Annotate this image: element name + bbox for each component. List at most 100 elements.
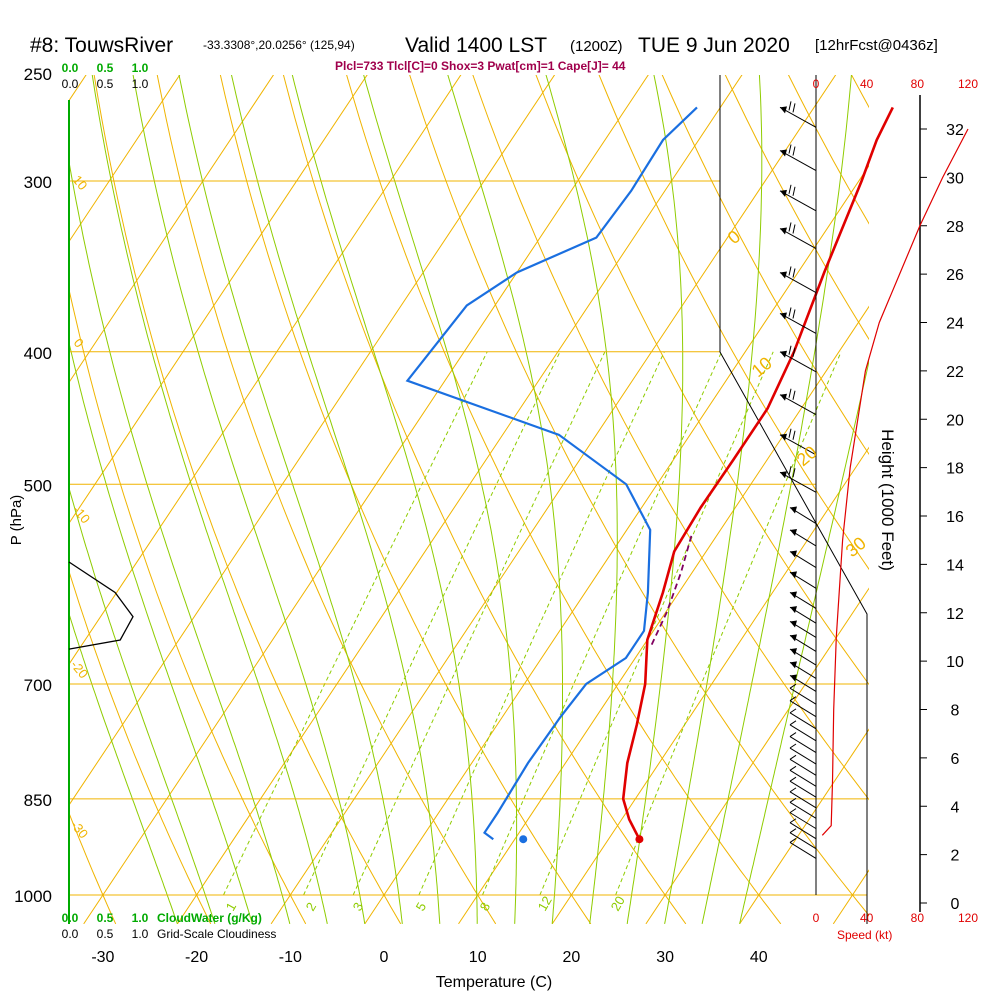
dry-adiabat-line <box>346 75 782 924</box>
height-tick-label: 26 <box>946 267 964 284</box>
temperature-tick-label: 0 <box>380 949 389 966</box>
pressure-tick-label: 300 <box>24 173 52 192</box>
cloudiness-line <box>68 561 134 650</box>
wind-barb-flag <box>780 471 787 479</box>
wind-barb-flag <box>790 506 797 514</box>
mixing-ratio-line <box>539 351 774 896</box>
isotherm-line <box>645 587 869 924</box>
station-coords: -33.3308°,20.0256° (125,94) <box>203 38 355 52</box>
wind-barb-flag <box>780 227 787 235</box>
moist-adiabat-line <box>739 359 869 924</box>
mixing-ratio-line <box>352 351 606 896</box>
x-axis-label: Temperature (C) <box>436 974 552 991</box>
dry-adiabat-line <box>409 75 869 917</box>
height-tick-label: 18 <box>946 461 964 478</box>
dry-adiabats <box>69 73 1000 924</box>
dewpoint-line <box>405 106 698 841</box>
moist-adiabat-line <box>545 75 618 924</box>
wind-barb-staff <box>779 394 817 416</box>
wind-barb-feather <box>789 818 797 824</box>
height-tick-label: 16 <box>946 509 964 526</box>
surface-dewpoint-dot <box>519 835 528 844</box>
wind-barb-staff <box>779 351 817 373</box>
cloudiness-label: Grid-Scale Cloudiness <box>157 927 276 941</box>
dry-adiabat-line <box>977 73 1000 924</box>
wind-barb-staff <box>779 190 817 212</box>
pressure-tick-label: 400 <box>24 344 52 363</box>
moist-adiabat-line <box>69 159 291 924</box>
speed-tick-label: 120 <box>958 911 978 925</box>
wind-barb-feather <box>789 708 797 714</box>
wind-barb-feather <box>792 347 796 357</box>
dry-adiabat-line <box>472 75 869 801</box>
height-tick-label: 14 <box>946 557 964 574</box>
wind-barb-flag <box>780 433 787 441</box>
wind-barb-flag <box>790 528 797 536</box>
moist-adiabat-line <box>664 75 763 924</box>
mixing-ratio-line <box>223 351 488 896</box>
isotherm-line <box>69 75 181 243</box>
pressure-tick-label: 250 <box>24 65 52 84</box>
wind-barb-staff <box>779 106 817 128</box>
valid-zulu: (1200Z) <box>570 38 623 55</box>
speed-tick-label: 80 <box>911 77 925 91</box>
wind-barb-staff <box>789 700 817 718</box>
height-tick-label: 4 <box>951 799 960 816</box>
wind-barb-feather <box>792 268 796 278</box>
wind-barb-staff <box>789 832 817 850</box>
wind-barb-feather <box>788 466 792 476</box>
cloud-tick-label: 0.0 <box>62 77 79 91</box>
temperature-axis: -30 -20 -10 0 10 20 30 40 <box>91 949 767 966</box>
wind-barb-staff <box>789 712 817 730</box>
mixing-ratio-label: 20 <box>608 893 628 913</box>
wind-barb-flag <box>790 571 797 579</box>
wind-barb-flag <box>780 312 787 320</box>
temperature-tick-label: 40 <box>750 949 768 966</box>
wind-barb-flag <box>780 350 787 358</box>
cloud-tick-label: 0.5 <box>97 927 114 941</box>
wind-barb-staff <box>789 842 817 859</box>
wind-barb-staff <box>789 791 817 809</box>
speed-tick-label: 40 <box>860 911 874 925</box>
moist-adiabat-line <box>626 75 684 924</box>
moist-adiabat-line <box>178 75 403 924</box>
wind-barb-staff <box>789 687 817 705</box>
temperature-tick-label: -10 <box>279 949 302 966</box>
wind-barb-feather <box>789 720 797 726</box>
moist-adiabat-line <box>91 75 328 924</box>
height-tick-label: 10 <box>946 654 964 671</box>
dry-adiabat-line <box>598 75 869 571</box>
moist-adiabat-line <box>291 75 478 924</box>
wind-speed-curve <box>821 128 969 836</box>
dry-adiabat-line <box>219 75 592 924</box>
moist-adiabat-line <box>69 612 178 924</box>
temperature-tick-label: 10 <box>469 949 487 966</box>
isotherms <box>69 75 869 924</box>
wind-barb-feather <box>792 390 796 400</box>
wind-barb-feather <box>788 428 792 438</box>
height-axis-label: Height (1000 Feet) <box>878 429 897 571</box>
isotherm-line <box>83 75 649 924</box>
wind-barb-feather <box>792 309 796 319</box>
wind-barb-staff <box>789 822 817 840</box>
height-tick-label: 6 <box>951 751 960 768</box>
speed-tick-label: 0 <box>813 77 820 91</box>
cloud-tick-label: 1.0 <box>132 77 149 91</box>
wind-barb-feather <box>788 388 792 398</box>
mixing-ratio-label: 8 <box>477 900 494 914</box>
temperature-tick-label: 20 <box>563 949 581 966</box>
dry-adiabat-line <box>282 75 687 924</box>
wind-barb-flag <box>790 550 797 558</box>
wind-barb-flag <box>780 189 787 197</box>
height-tick-label: 0 <box>951 896 960 913</box>
wind-barb-feather <box>788 222 792 232</box>
temperature-tick-label: -20 <box>185 949 208 966</box>
isobars <box>69 180 867 896</box>
isotherm-line <box>69 75 556 806</box>
wind-barb-flag <box>790 606 797 614</box>
dry-adiabat-line <box>93 75 402 924</box>
wind-barb-staff <box>789 758 817 776</box>
pressure-tick-label: 500 <box>24 476 52 495</box>
